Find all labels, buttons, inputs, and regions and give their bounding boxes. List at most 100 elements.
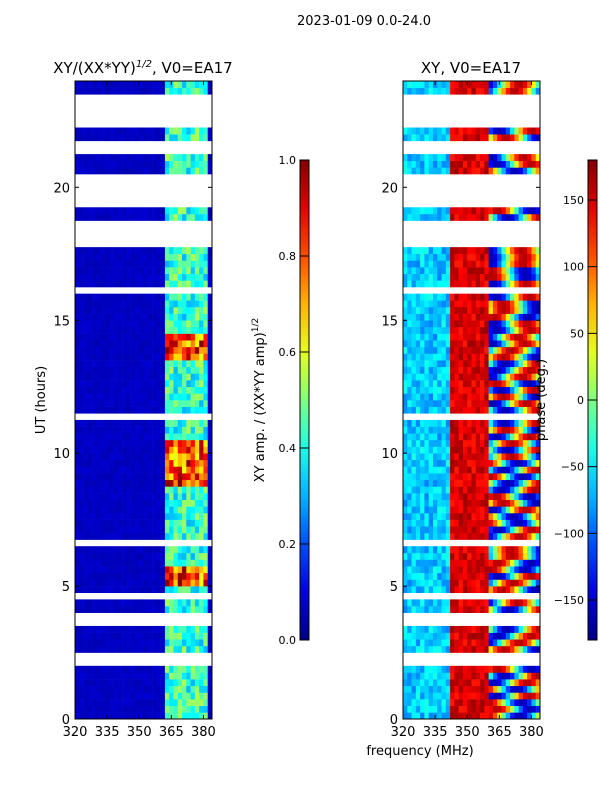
heatmap-cell [207,453,213,461]
heatmap-cell [445,479,451,487]
heatmap-cell [454,373,459,381]
heatmap-cell [79,380,84,388]
heatmap-cell [484,273,489,281]
heatmap-cell [122,645,127,653]
heatmap-cell [454,207,459,215]
heatmap-cell [403,512,408,520]
heatmap-cell [92,313,97,321]
heatmap-cell [415,599,421,607]
heatmap-cell [531,645,537,653]
heatmap-cell [122,273,127,281]
heatmap-cell [462,346,468,354]
heatmap-cell [160,572,166,580]
heatmap-cell [510,679,515,687]
heatmap-cell [182,606,187,613]
heatmap-cell [518,692,524,700]
heatmap-cell [432,486,438,494]
heatmap-cell [147,699,153,707]
heatmap-cell [424,426,429,434]
heatmap-cell [424,293,429,301]
heatmap-cell [415,320,421,328]
heatmap-cell [475,473,481,481]
heatmap-cell [407,393,412,401]
heatmap-cell [173,333,179,341]
heatmap-cell [92,346,97,354]
heatmap-cell [514,400,519,407]
heatmap-cell [480,672,485,680]
heatmap-cell [152,625,157,633]
heatmap-cell [109,320,114,328]
heatmap-cell [139,712,144,720]
heatmap-cell [432,645,438,653]
heatmap-cell [164,213,170,221]
heatmap-cell [139,679,144,687]
heatmap-cell [139,692,144,700]
heatmap-cell [514,353,519,361]
heatmap-cell [173,479,179,487]
heatmap-cell [527,253,532,261]
heatmap-cell [173,280,179,288]
heatmap-cell [100,599,106,607]
heatmap-cell [122,453,127,461]
heatmap-cell [437,419,442,427]
heatmap-cell [173,340,179,348]
heatmap-cell [134,373,140,381]
heatmap-cell [104,154,110,162]
heatmap-cell [92,699,97,707]
heatmap-cell [497,393,502,401]
heatmap-cell [411,419,417,427]
heatmap-cell [96,213,101,221]
heatmap-cell [75,599,80,607]
heatmap-cell [190,599,196,607]
heatmap-cell [190,400,196,407]
heatmap-cell [134,340,140,348]
heatmap-cell [420,313,425,321]
heatmap-cell [100,333,106,341]
heatmap-cell [122,625,127,633]
heatmap-cell [497,87,502,95]
heatmap-cell [160,380,166,388]
heatmap-cell [407,267,412,275]
heatmap-cell [467,81,472,88]
heatmap-cell [134,207,140,215]
heatmap-cell [475,705,481,713]
heatmap-cell [501,552,507,560]
heatmap-cell [471,406,477,414]
heatmap-cell [147,506,153,514]
heatmap-cell [134,320,140,328]
heatmap-cell [454,499,459,507]
heatmap-cell [441,167,447,175]
heatmap-cell [177,473,183,481]
heatmap-cell [432,439,438,447]
heatmap-cell [182,672,187,680]
heatmap-cell [117,546,123,554]
heatmap-cell [104,639,110,647]
heatmap-cell [505,400,511,407]
heatmap-cell [109,353,114,361]
heatmap-cell [87,393,93,401]
heatmap-cell [462,439,468,447]
heatmap-cell [109,267,114,275]
heatmap-cell [160,466,166,474]
heatmap-cell [177,160,183,168]
heatmap-cell [147,406,153,414]
heatmap-cell [87,260,93,268]
heatmap-cell [462,81,468,88]
heatmap-cell [199,672,204,680]
heatmap-cell [92,546,97,554]
heatmap-cell [445,406,451,414]
heatmap-cell [467,645,472,653]
heatmap-cell [160,632,166,640]
heatmap-cell [535,699,541,707]
heatmap-cell [147,712,153,720]
heatmap-cell [190,373,196,381]
heatmap-cell [445,473,451,481]
heatmap-cell [432,406,438,414]
heatmap-cell [467,213,472,221]
heatmap-cell [415,87,421,95]
heatmap-cell [182,559,187,567]
heatmap-cell [92,506,97,514]
heatmap-cell [113,579,119,587]
heatmap-cell [203,406,209,414]
heatmap-cell [190,253,196,261]
